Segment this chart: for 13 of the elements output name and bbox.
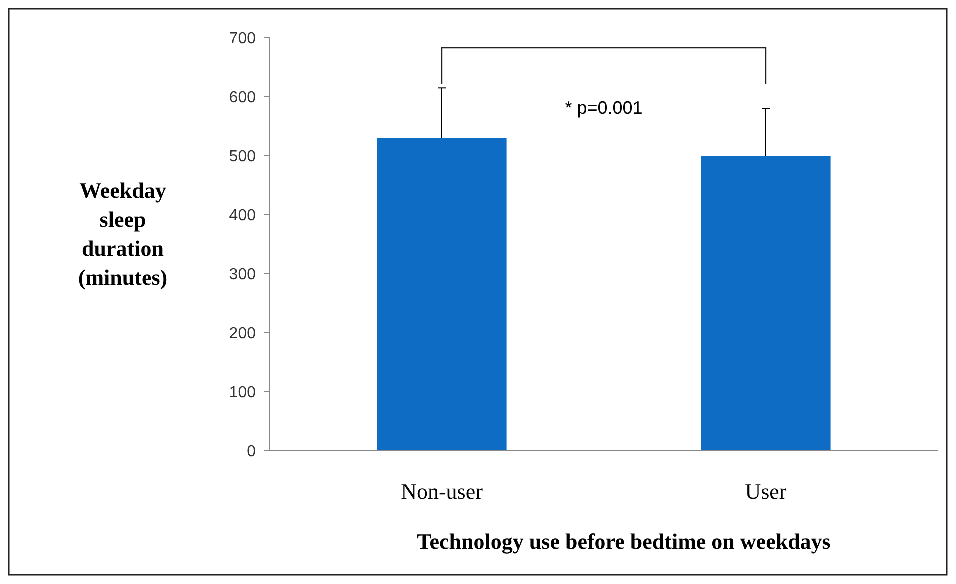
y-tick-label: 700 <box>229 30 256 48</box>
annotation: * p=0.001 <box>565 98 643 118</box>
y-tick-label: 300 <box>229 266 256 284</box>
x-axis-title: Technology use before bedtime on weekdays <box>417 529 832 554</box>
y-tick-label: 0 <box>247 444 256 461</box>
y-axis-title: Weekday sleep duration (minutes) <box>78 178 168 290</box>
x-tick-label: Non-user <box>401 479 484 504</box>
y-tick-label: 100 <box>229 384 256 402</box>
y-tick-label: 500 <box>229 148 256 166</box>
y-tick-label: 200 <box>229 326 256 343</box>
y-tick-label: 400 <box>229 208 256 225</box>
y-tick-label: 600 <box>229 90 256 107</box>
x-tick-label: User <box>745 479 788 504</box>
